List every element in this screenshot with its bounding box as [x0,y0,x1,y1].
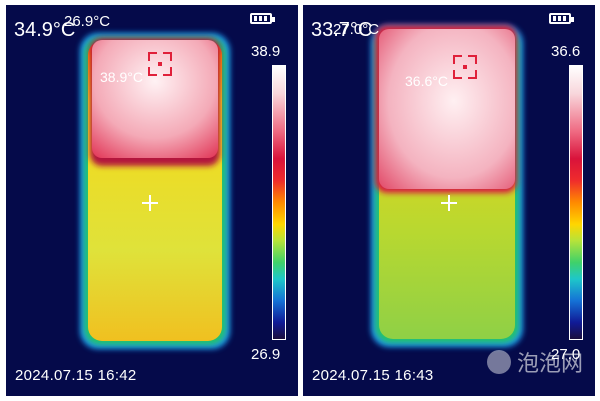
watermark: 泡泡网 [486,346,583,378]
battery-icon [549,13,574,24]
battery-icon [250,13,275,24]
scale-min-value: 26.9 [251,346,281,363]
hotspot-temperature: 38.9°C [100,69,143,85]
capture-timestamp: 2024.07.15 16:43 [312,367,434,384]
hotspot-reticle-icon [453,55,477,79]
center-temperature: 34.9°C [14,19,76,41]
hotspot-reticle-icon [148,52,172,76]
scale-min-value: 27.0 [551,346,581,363]
watermark-logo-icon [486,350,511,374]
thermal-panel-left: 34.9°C 26.9°C 38.9°C 38.9 26.9 2024.07.1… [6,5,298,396]
crosshair-icon [142,195,158,211]
scale-max-value: 38.9 [251,43,281,60]
scale-max-value: 36.6 [551,43,581,60]
crosshair-icon [441,195,457,211]
min-spot-temperature: 27.0°C [333,21,380,38]
thermal-image-left [80,33,230,349]
capture-timestamp: 2024.07.15 16:42 [15,367,137,384]
temperature-color-scale [569,65,583,340]
hotspot-temperature: 36.6°C [405,73,448,89]
thermal-image-right [371,25,523,347]
thermal-panel-right: 33.7°C 27.0°C 36.6°C 36.6 27.0 2024.07.1… [303,5,595,396]
temperature-color-scale [272,65,286,340]
center-temperature: 33.7°C [311,19,373,41]
min-spot-temperature: 26.9°C [64,13,111,30]
watermark-text: 泡泡网 [516,351,583,376]
